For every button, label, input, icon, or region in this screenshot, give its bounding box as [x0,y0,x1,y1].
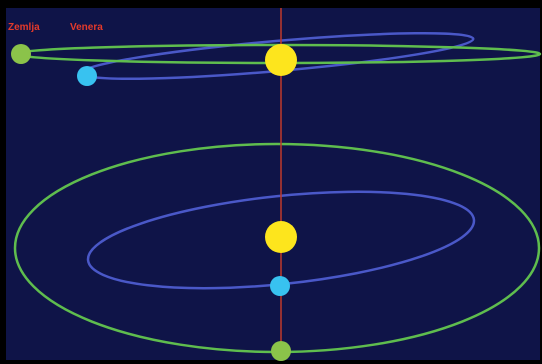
venus-label: Venera [70,22,103,33]
earth-top-view [271,341,291,361]
venus-edge-on [77,66,97,86]
earth-edge-on [11,44,31,64]
venus-top-view [270,276,290,296]
earth-label: Zemlja [8,22,40,33]
sun-top-view [265,221,297,253]
sun-edge-on [265,44,297,76]
